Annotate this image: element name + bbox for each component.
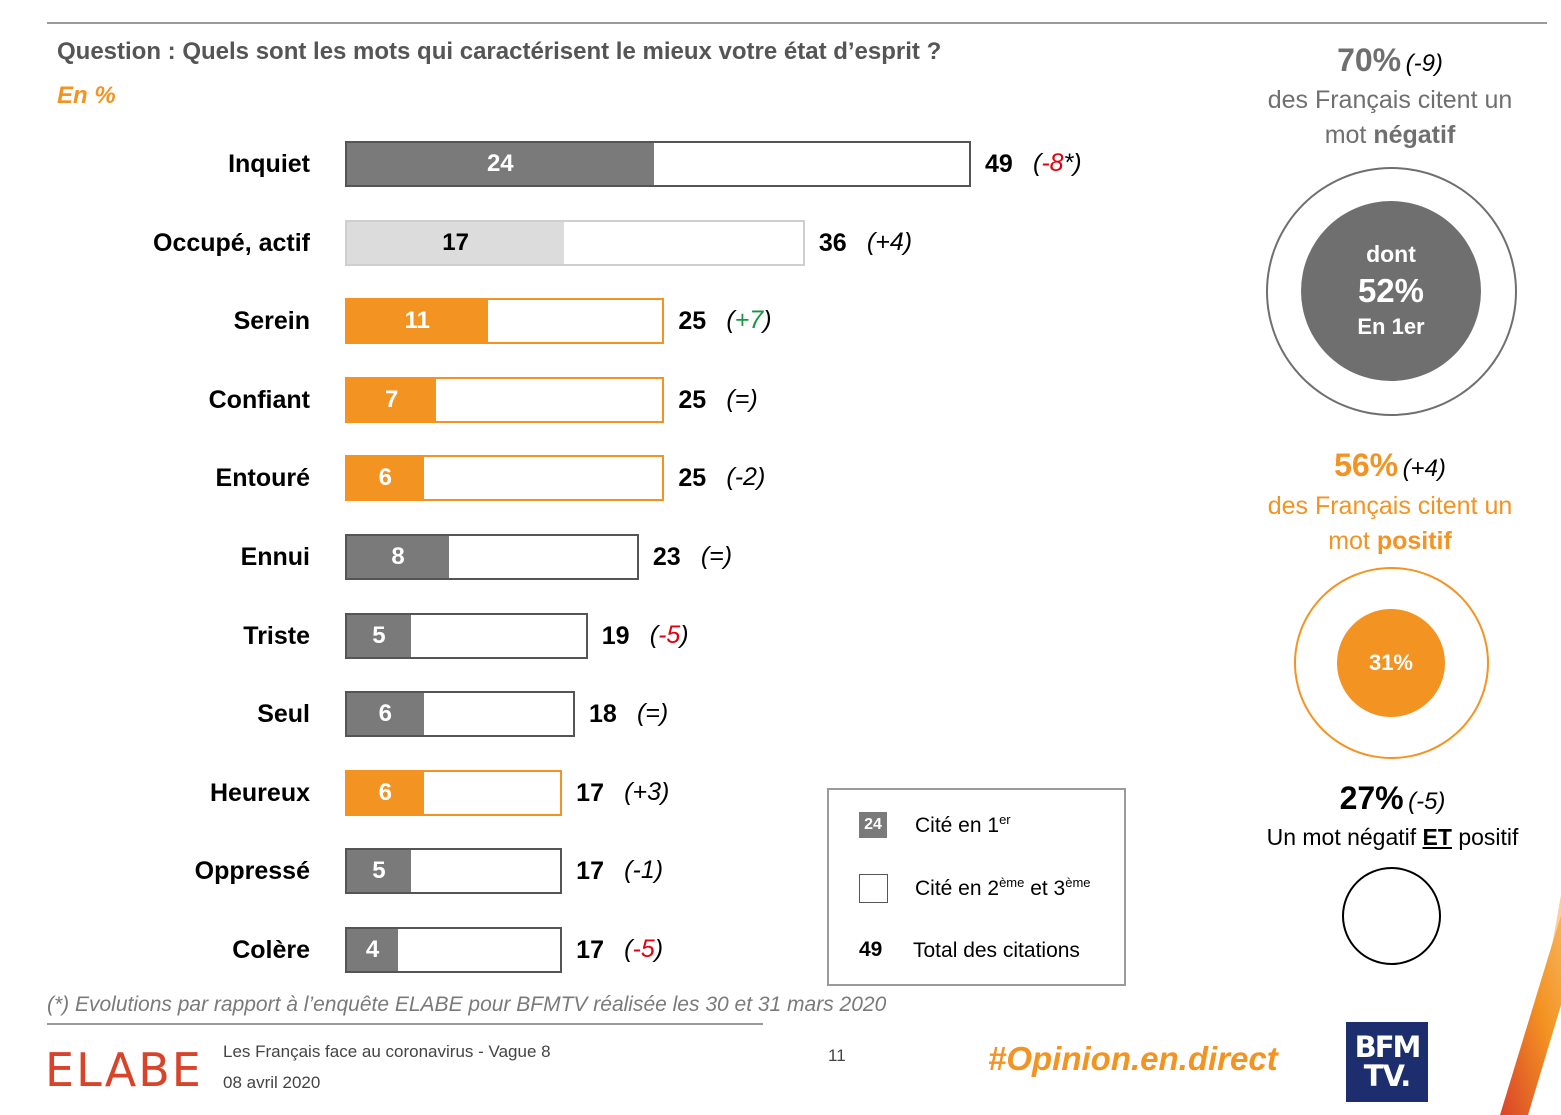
first-choice-bar: 11 <box>347 300 488 343</box>
first-choice-bar: 6 <box>347 693 424 736</box>
row-label: Inquiet <box>228 150 310 178</box>
positive-text-1: des Français citent un <box>1267 492 1513 520</box>
row-label: Ennui <box>240 543 310 571</box>
page-number: 11 <box>828 1046 846 1065</box>
evolution-value: (+7) <box>726 306 772 335</box>
negative-inner-b: 52% <box>1357 272 1425 310</box>
evolution-value: (-5) <box>649 620 689 649</box>
row-label: Oppressé <box>194 857 310 886</box>
total-bar: 6 <box>345 769 563 816</box>
row-label: Occupé, actif <box>153 228 310 257</box>
negative-pct: 70% <box>1337 42 1402 78</box>
footer-date: 08 avril 2020 <box>223 1073 321 1092</box>
elabe-logo: ELABE <box>45 1043 203 1097</box>
top-rule <box>47 22 1547 24</box>
evolution-value: (=) <box>726 384 758 413</box>
footnote-rule <box>47 1023 763 1025</box>
total-bar: 5 <box>345 612 588 659</box>
negative-inner-a: dont <box>1366 241 1416 268</box>
evolution-value: (+3) <box>624 777 670 806</box>
negative-text-1: des Français citent un <box>1267 86 1513 114</box>
total-bar: 17 <box>345 219 805 266</box>
total-value: 18 <box>588 700 617 729</box>
negative-inner-c: En 1er <box>1357 314 1425 340</box>
negative-evo: (-9) <box>1405 50 1443 77</box>
negative-text-2: mot négatif <box>1324 121 1456 149</box>
row-label: Entouré <box>215 464 310 493</box>
total-bar: 5 <box>345 848 563 895</box>
row-label: Heureux <box>209 778 310 807</box>
evolution-value: (=) <box>636 699 669 728</box>
first-choice-bar: 24 <box>347 143 654 185</box>
unit-label: En % <box>57 82 116 109</box>
total-bar: 7 <box>345 376 665 423</box>
footer-survey-title: Les Français face au coronavirus - Vague… <box>223 1042 551 1061</box>
positive-pct: 56% <box>1334 447 1399 483</box>
total-value: 25 <box>678 385 707 414</box>
first-choice-bar: 6 <box>347 457 424 500</box>
first-choice-bar: 17 <box>347 221 565 264</box>
total-value: 25 <box>678 307 707 336</box>
row-label: Seul <box>257 700 310 729</box>
positive-evo: (+4) <box>1402 455 1446 482</box>
total-value: 23 <box>652 543 681 571</box>
total-value: 19 <box>601 621 630 650</box>
negative-summary: 70% (-9) des Français citent un mot néga… <box>1250 42 1530 153</box>
total-bar: 6 <box>345 691 575 738</box>
positive-inner: 31% <box>1368 649 1413 675</box>
both-pct: 27% <box>1339 780 1404 816</box>
legend-total-label: Total des citations <box>913 939 1080 962</box>
total-bar: 24 <box>345 141 971 187</box>
evolution-value: (=) <box>700 542 733 570</box>
positive-ring <box>1294 567 1489 759</box>
positive-summary: 56% (+4) des Français citent un mot posi… <box>1250 447 1530 559</box>
legend-second-swatch <box>859 874 888 903</box>
row-label: Confiant <box>208 385 310 414</box>
total-value: 17 <box>576 857 604 886</box>
total-bar: 4 <box>345 927 563 973</box>
total-bar: 8 <box>345 534 639 580</box>
positive-first-disc: 31% <box>1336 608 1446 718</box>
evolution-value: (-5) <box>624 935 664 963</box>
evolution-value: (-1) <box>624 856 664 885</box>
row-label: Colère <box>232 936 310 964</box>
evolution-value: (-8*) <box>1033 149 1082 177</box>
row-label: Serein <box>233 307 310 336</box>
legend-second-label: Cité en 2ème et 3ème <box>915 875 1091 900</box>
both-summary: 27% (-5) Un mot négatif ET positif <box>1240 780 1545 855</box>
first-choice-bar: 4 <box>347 929 399 971</box>
question-title: Question : Quels sont les mots qui carac… <box>57 38 942 65</box>
evolution-value: (-2) <box>726 463 766 492</box>
total-value: 17 <box>576 936 604 964</box>
total-value: 17 <box>576 778 604 807</box>
first-choice-bar: 5 <box>347 850 411 893</box>
total-value: 49 <box>985 150 1013 178</box>
hashtag: #Opinion.en.direct <box>988 1040 1278 1077</box>
first-choice-bar: 7 <box>347 378 437 421</box>
corner-decoration <box>1500 895 1561 1115</box>
row-label: Triste <box>243 621 310 650</box>
footnote: (*) Evolutions par rapport à l’enquête E… <box>47 993 887 1016</box>
both-evo: (-5) <box>1408 788 1446 815</box>
evolution-value: (+4) <box>866 227 913 256</box>
total-value: 25 <box>678 464 707 493</box>
first-choice-bar: 5 <box>347 614 411 657</box>
both-ring <box>1342 867 1441 965</box>
positive-text-2: mot positif <box>1328 527 1452 555</box>
legend-first-swatch: 24 <box>859 812 887 838</box>
legend: 24 Cité en 1er Cité en 2ème et 3ème 49 T… <box>827 788 1126 986</box>
total-value: 36 <box>818 228 847 257</box>
total-bar: 6 <box>345 455 665 502</box>
legend-total-value: 49 <box>859 938 883 961</box>
total-bar: 11 <box>345 298 665 345</box>
both-text: Un mot négatif ET positif <box>1266 824 1519 850</box>
legend-first-label: Cité en 1er <box>915 812 1011 837</box>
negative-ring <box>1266 167 1517 416</box>
bfmtv-logo: BFM TV. <box>1346 1022 1428 1102</box>
negative-first-disc: dont 52% En 1er <box>1300 200 1482 382</box>
first-choice-bar: 6 <box>347 771 424 814</box>
first-choice-bar: 8 <box>347 536 450 578</box>
